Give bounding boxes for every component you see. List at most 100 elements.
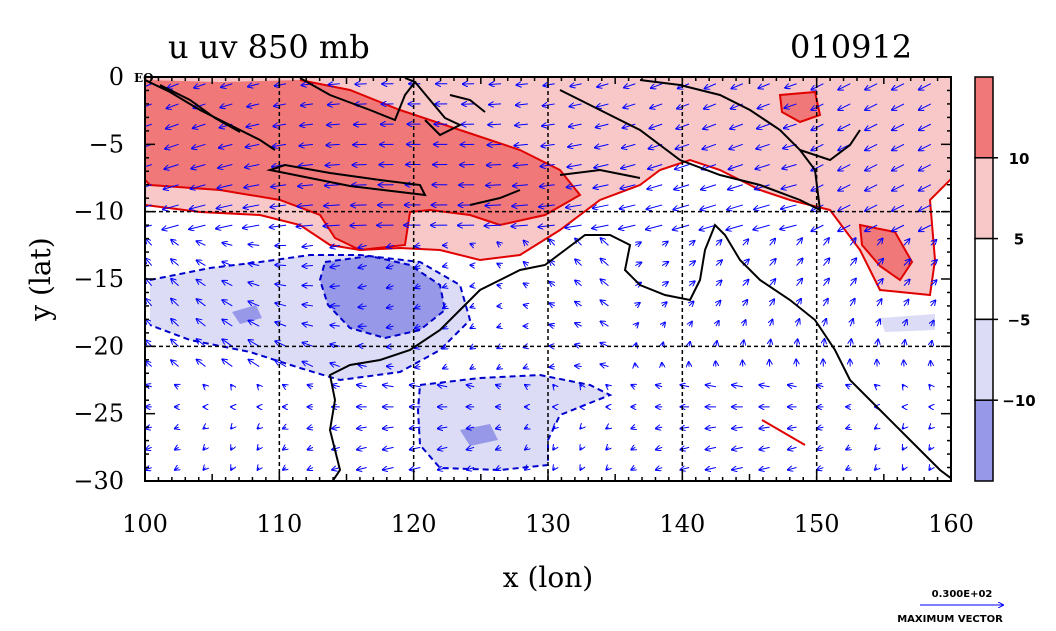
wind-vector [359, 365, 367, 367]
wind-vector [732, 83, 743, 89]
wind-vector [892, 103, 905, 110]
wind-vector [606, 447, 608, 449]
wind-vector [525, 427, 528, 428]
wind-vector [189, 224, 206, 229]
wind-vector [275, 84, 287, 86]
x-axis-label: x (lon) [503, 561, 593, 594]
wind-vector [550, 303, 555, 306]
wind-vector [383, 385, 394, 387]
wind-vector [171, 339, 179, 347]
wind-vector [332, 447, 340, 449]
wind-vector [222, 262, 233, 266]
wind-vector [601, 300, 609, 307]
wind-vector [865, 103, 878, 110]
wind-vector [620, 204, 636, 209]
x-tick-label: 140 [659, 510, 705, 538]
wind-vector [550, 325, 555, 327]
wind-vector [303, 305, 313, 306]
wind-vector [875, 427, 877, 428]
wind-vector [662, 242, 667, 246]
wind-vector [575, 280, 582, 287]
wind-vector [593, 205, 609, 208]
wind-vector [580, 427, 581, 428]
wind-vector [415, 306, 420, 308]
wind-vector [892, 184, 905, 191]
wind-vector [383, 427, 394, 428]
wind-vector [759, 385, 770, 387]
wind-vector [838, 83, 851, 90]
wind-vector [525, 385, 528, 387]
coast-islands [469, 129, 861, 206]
wind-vector [443, 306, 447, 308]
wind-vector [817, 427, 824, 428]
wind-vector [146, 239, 153, 246]
wind-vector [595, 144, 609, 147]
wind-vector [903, 468, 904, 470]
wind-vector [166, 123, 179, 128]
wind-vector [674, 184, 690, 190]
wind-vector [903, 239, 909, 246]
wind-vector [222, 281, 233, 287]
wind-vector [594, 185, 609, 188]
wind-vector [162, 224, 179, 229]
y-tick-label: −20 [73, 332, 124, 360]
wind-vector [497, 367, 501, 369]
wind-vector [203, 427, 205, 428]
wind-vector [326, 165, 340, 166]
wind-vector [541, 165, 555, 167]
wind-vector [438, 468, 448, 470]
wind-vector [622, 143, 636, 148]
wind-vector [624, 84, 636, 88]
wind-vector [283, 447, 286, 449]
wind-vector [903, 447, 904, 449]
wind-vector [415, 286, 420, 288]
wind-vector [785, 103, 797, 108]
wind-vector [486, 185, 502, 186]
wind-vector [575, 323, 582, 326]
wind-vector [470, 326, 474, 328]
wind-vector [467, 468, 475, 470]
wind-vector [903, 385, 904, 387]
wind-vector [838, 184, 851, 191]
wind-vector [635, 262, 641, 265]
wind-vector [524, 241, 528, 246]
wind-vector [797, 319, 800, 327]
wind-vector [646, 224, 663, 229]
wind-vector [781, 204, 797, 209]
wind-vector [219, 144, 233, 148]
fill-southern-westerly [418, 375, 610, 470]
wind-vector [192, 143, 206, 148]
wind-vector [146, 299, 153, 307]
wind-vector [275, 284, 287, 286]
wind-vector [163, 204, 179, 209]
wind-vector [929, 385, 930, 387]
wind-vector [443, 367, 447, 369]
wind-vector [303, 343, 314, 347]
wind-vector [580, 447, 581, 449]
wind-vector [146, 468, 152, 470]
wind-vector [524, 305, 528, 306]
wind-vector [231, 447, 232, 449]
wind-vector [218, 165, 233, 169]
x-tick-label: 110 [256, 510, 302, 538]
wind-vector [283, 427, 286, 428]
wind-vector [194, 83, 206, 88]
wind-vector [822, 238, 828, 246]
wind-vector [838, 164, 851, 171]
wind-vector [515, 124, 528, 125]
wind-vector [931, 341, 932, 347]
wind-vector [570, 104, 582, 107]
wind-vector [865, 164, 878, 171]
wind-vector [919, 83, 932, 90]
wind-vector [929, 427, 930, 428]
wind-vector [706, 427, 716, 428]
wind-vector [245, 165, 260, 168]
wind-vector [514, 165, 528, 166]
wind-vector [656, 427, 663, 428]
wind-vector [601, 322, 609, 327]
wind-vector [357, 385, 367, 387]
wind-vector [299, 144, 313, 146]
wind-vector [275, 303, 287, 306]
colorbar-segment [974, 237, 994, 321]
wind-vector [823, 339, 824, 347]
